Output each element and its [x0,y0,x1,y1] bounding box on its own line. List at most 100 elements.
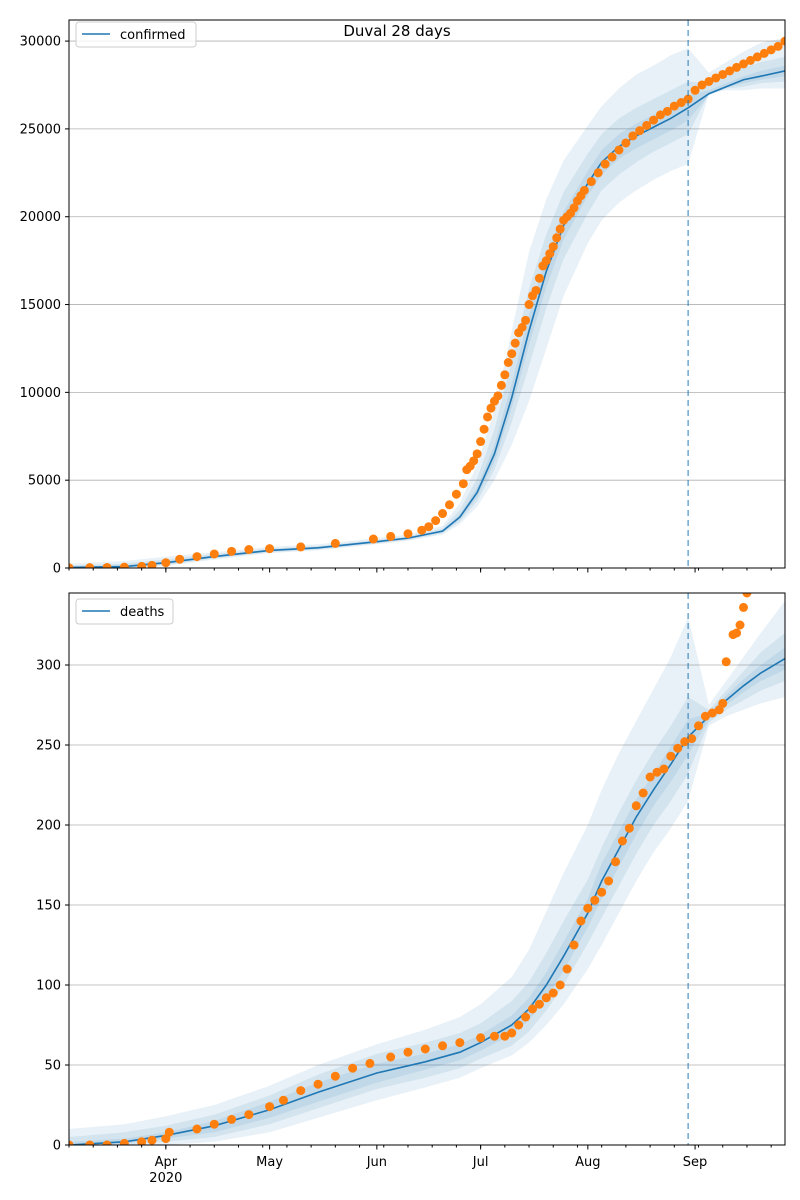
observed-point [687,734,697,744]
x-tick-label: Aug [575,1155,600,1170]
observed-point [576,916,586,926]
bottom-confidence-bands [69,601,785,1145]
observed-point [621,138,631,148]
observed-point [119,1138,129,1145]
observed-point [507,349,517,359]
observed-point [628,131,638,141]
observed-point [638,788,648,798]
observed-point [569,203,579,213]
observed-point [562,964,572,974]
observed-point [604,876,614,886]
observed-point [137,1137,147,1145]
observed-point [192,1124,202,1134]
observed-point [718,69,728,79]
top-confidence-bands [69,37,785,568]
observed-point [659,764,669,774]
y-tick-label: 15000 [20,298,61,313]
x-tick-label: Jul [472,1155,489,1170]
observed-point [593,168,603,178]
observed-point [738,602,748,612]
confirmed-panel: 0 5000 10000 15000 20000 25000 30000 Duval 28 … [20,19,786,577]
observed-point [555,980,565,990]
observed-point [209,549,219,559]
bottom-observed-points [69,593,752,1145]
observed-point [192,552,202,562]
observed-point [455,1038,465,1048]
x-tick-label: Jun [366,1155,387,1170]
confidence-band [69,37,785,568]
observed-point [555,224,565,234]
observed-point [438,509,448,519]
observed-point [649,115,659,125]
observed-point [590,895,600,905]
observed-point [510,338,520,348]
observed-point [773,41,783,51]
observed-point [517,322,527,332]
observed-point [476,1033,486,1043]
observed-point [330,538,340,548]
observed-point [313,1079,323,1089]
observed-point [725,66,735,76]
observed-point [424,522,434,532]
y-tick-label: 25000 [20,122,61,137]
y-tick-label: 20000 [20,210,61,225]
observed-point [102,1140,112,1145]
observed-point [735,620,745,630]
observed-point [330,1071,340,1081]
observed-point [697,80,707,90]
observed-point [583,903,593,913]
observed-point [745,55,755,65]
observed-point [500,370,510,380]
top-model-line [69,70,785,568]
observed-point [85,1140,95,1145]
observed-point [635,126,645,136]
observed-point [531,285,541,295]
y-tick-label: 150 [36,899,61,914]
observed-point [493,391,503,401]
observed-point [486,403,496,413]
observed-point [680,737,690,747]
top-legend: confirmed [75,21,197,48]
observed-point [386,531,396,541]
confidence-band [69,633,785,1145]
observed-point [548,242,558,252]
x-tick-label: May [256,1155,283,1170]
bottom-y-ticks: 0 50 100 150 200 250 300 [36,659,69,1154]
observed-point [586,177,596,187]
observed-point [548,988,558,998]
observed-point [244,545,254,555]
x-tick-label: Apr [155,1155,178,1170]
observed-point [209,1119,219,1129]
observed-point [614,145,624,155]
observed-point [278,1095,288,1105]
observed-point [503,358,513,367]
confidence-band [69,601,785,1145]
observed-point [624,823,634,833]
observed-point [496,380,506,390]
observed-point [420,1044,430,1054]
top-observed-points [69,36,785,568]
observed-point [227,546,237,556]
y-tick-label: 30000 [20,35,61,50]
observed-point [348,1063,358,1073]
observed-point [597,887,607,897]
observed-point [161,558,171,568]
observed-point [265,1102,275,1112]
observed-point [534,273,544,283]
confidence-band [69,56,785,568]
observed-point [489,1031,499,1041]
bottom-legend-label: deaths [120,605,165,620]
observed-point [732,62,742,72]
top-legend-box [75,21,197,48]
observed-point [690,85,700,95]
top-axes-frame [68,19,786,569]
observed-point [662,106,672,116]
y-tick-label: 250 [36,739,61,754]
observed-point [700,711,710,721]
bottom-legend: deaths [75,598,174,625]
observed-point [683,94,693,104]
observed-point [102,562,112,568]
observed-point [645,772,655,782]
